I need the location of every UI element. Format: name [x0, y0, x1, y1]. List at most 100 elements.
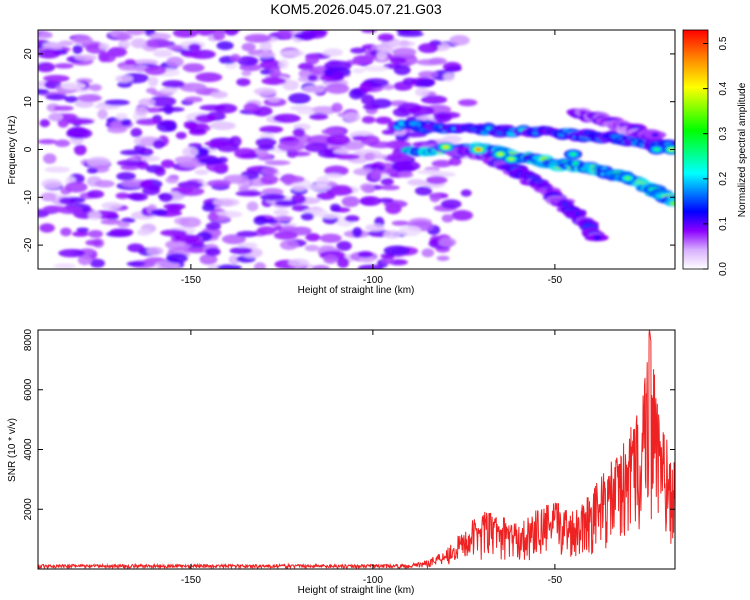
heatmap-cell: [223, 174, 249, 184]
heatmap-cell: [360, 135, 380, 146]
heatmap-cell: [73, 144, 87, 156]
heatmap-cell: [414, 186, 433, 196]
heatmap-cell: [259, 41, 272, 52]
heatmap-cell: [304, 244, 320, 252]
x-tick-label: -100: [363, 575, 383, 586]
heatmap-cell: [273, 208, 289, 216]
heatmap-cell: [87, 190, 105, 199]
heatmap-cell: [72, 36, 94, 44]
heatmap-cell: [257, 144, 275, 151]
spectrogram-y-label: Frequency (Hz): [7, 116, 18, 185]
heatmap-cell: [166, 56, 184, 68]
heatmap-cell: [183, 120, 198, 130]
heatmap-cell: [241, 42, 256, 52]
heatmap-cell: [261, 77, 287, 85]
heatmap-cell: [349, 88, 364, 100]
heatmap-cell: [288, 92, 311, 104]
heatmap-cell: [144, 65, 167, 76]
heatmap-cell: [213, 30, 226, 41]
heatmap-cell: [400, 132, 427, 138]
heatmap-cell: [291, 185, 307, 192]
heatmap-cell: [344, 215, 360, 223]
heatmap-cell: [184, 96, 203, 103]
heatmap-cell: [306, 183, 332, 191]
heatmap-cell: [420, 95, 448, 105]
heatmap-cell: [116, 171, 136, 181]
heatmap-cell: [365, 224, 385, 232]
x-tick-label: -150: [181, 275, 201, 286]
heatmap-cell: [350, 47, 367, 54]
heatmap-cell: [333, 148, 351, 154]
heatmap-cell: [101, 201, 122, 210]
heatmap-cell: [202, 203, 216, 212]
heatmap-cell: [120, 149, 145, 156]
heatmap-cell: [342, 112, 361, 122]
heatmap-cell: [66, 118, 95, 125]
heatmap-cell: [126, 30, 146, 36]
heatmap-cell: [209, 121, 236, 131]
heatmap-cell: [130, 38, 147, 49]
heatmap-cell: [236, 230, 258, 238]
colorbar-tick-label: 0.1: [718, 217, 729, 231]
heatmap-cell: [43, 153, 57, 164]
heatmap-cell: [442, 135, 462, 144]
heatmap-cell: [376, 50, 387, 61]
heatmap-cell: [165, 176, 179, 184]
heatmap-cell: [235, 190, 263, 197]
heatmap-cell: [416, 169, 441, 175]
spectrogram-x-label: Height of straight line (km): [298, 285, 415, 296]
heatmap-cell: [89, 258, 105, 268]
heatmap-cell: [324, 165, 349, 177]
heatmap-cell: [175, 131, 187, 140]
heatmap-peak: [655, 148, 659, 151]
heatmap-cell: [273, 231, 298, 240]
snr-x-label: Height of straight line (km): [298, 585, 415, 596]
heatmap-cell: [260, 174, 279, 185]
heatmap-cell: [389, 56, 407, 64]
heatmap-cell: [370, 168, 382, 179]
heatmap-cell: [259, 125, 284, 134]
heatmap-cell: [246, 201, 259, 212]
heatmap-cell: [415, 78, 435, 87]
heatmap-cell: [182, 146, 199, 157]
heatmap-cell: [255, 137, 277, 148]
heatmap-cell: [216, 41, 234, 51]
heatmap-cell: [74, 54, 97, 61]
heatmap-cell: [217, 264, 242, 269]
heatmap-cell: [300, 212, 314, 221]
heatmap-cell: [230, 54, 241, 63]
heatmap-cell: [445, 65, 462, 72]
heatmap-cell: [88, 211, 102, 221]
heatmap-cell: [130, 127, 143, 138]
spectrogram-y-axis: -20 -10 0 10 20: [23, 48, 675, 252]
chart-title: KOM5.2026.045.07.21.G03: [270, 1, 441, 17]
heatmap-peak: [625, 177, 630, 180]
heatmap-cell: [380, 177, 394, 186]
heatmap-cell: [323, 173, 343, 179]
heatmap-cell: [212, 198, 240, 207]
heatmap-cell: [72, 44, 83, 55]
heatmap-cell: [39, 119, 51, 128]
heatmap-cell: [395, 160, 421, 172]
heatmap-cell: [397, 30, 423, 34]
heatmap-cell: [172, 30, 199, 38]
heatmap-cell: [256, 226, 277, 235]
heatmap-cell: [361, 115, 376, 124]
heatmap-cell: [388, 40, 416, 47]
heatmap-cell: [97, 109, 108, 120]
heatmap-cell: [443, 72, 455, 82]
heatmap-cell: [98, 42, 110, 50]
heatmap-cell: [426, 175, 448, 185]
heatmap-cell: [87, 230, 104, 238]
heatmap-cell: [166, 44, 183, 51]
heatmap-cell: [282, 175, 295, 186]
heatmap-cell: [40, 192, 57, 202]
heatmap-cell: [336, 241, 352, 251]
heatmap-cell: [166, 253, 188, 264]
heatmap-cell: [372, 153, 388, 160]
heatmap-cell: [152, 139, 165, 149]
heatmap-cell: [301, 30, 329, 36]
heatmap-cell: [161, 80, 185, 88]
heatmap-cell: [402, 77, 417, 85]
